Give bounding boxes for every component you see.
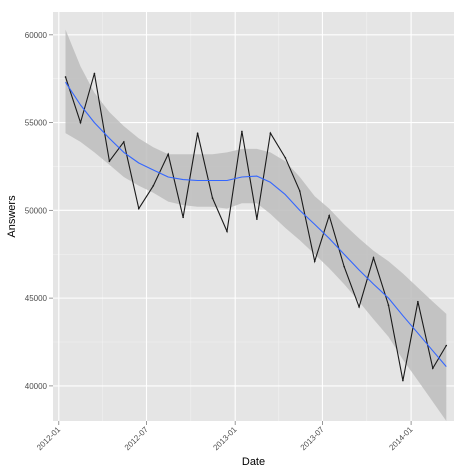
data-point bbox=[313, 260, 316, 263]
x-axis-title: Date bbox=[242, 456, 265, 468]
y-axis-ticks: 40000 45000 50000 55000 60000 bbox=[25, 31, 53, 391]
data-point bbox=[152, 184, 155, 187]
y-tick-label: 50000 bbox=[25, 206, 48, 215]
data-point bbox=[372, 256, 375, 259]
data-point bbox=[417, 300, 419, 303]
y-tick-label: 55000 bbox=[25, 119, 48, 128]
data-point bbox=[211, 197, 214, 199]
data-point bbox=[64, 76, 67, 78]
plot-panel bbox=[53, 12, 454, 421]
x-tick-label: 2012-07 bbox=[123, 425, 151, 453]
data-point bbox=[445, 344, 448, 347]
data-point bbox=[241, 130, 243, 133]
data-point bbox=[167, 153, 169, 155]
y-tick-label: 40000 bbox=[25, 382, 48, 391]
data-points bbox=[64, 72, 448, 382]
data-point bbox=[343, 265, 345, 268]
data-point bbox=[108, 160, 111, 163]
data-point bbox=[226, 230, 228, 233]
y-axis-title: Answers bbox=[6, 195, 18, 238]
data-point bbox=[79, 121, 82, 124]
data-point bbox=[387, 304, 390, 306]
data-point bbox=[431, 367, 434, 370]
x-tick-label: 2014-01 bbox=[387, 425, 415, 453]
smoothed-trend-line bbox=[65, 81, 447, 367]
x-axis-ticks: 2012-01 2012-07 2013-01 2013-07 2014-01 bbox=[35, 421, 415, 452]
y-tick-label: 60000 bbox=[25, 31, 48, 40]
data-point bbox=[298, 190, 301, 192]
data-point bbox=[256, 218, 258, 220]
data-point bbox=[402, 379, 404, 382]
data-point bbox=[358, 306, 360, 308]
x-tick-label: 2013-01 bbox=[211, 425, 239, 453]
data-point bbox=[269, 132, 272, 134]
data-point bbox=[328, 214, 330, 217]
x-tick-label: 2013-07 bbox=[299, 425, 327, 453]
data-point bbox=[196, 132, 199, 134]
data-point bbox=[93, 72, 96, 75]
data-point bbox=[123, 141, 125, 143]
y-tick-label: 45000 bbox=[25, 294, 48, 303]
data-point bbox=[182, 216, 184, 219]
data-point bbox=[137, 207, 140, 210]
data-point bbox=[284, 156, 287, 159]
x-tick-label: 2012-01 bbox=[35, 425, 63, 453]
